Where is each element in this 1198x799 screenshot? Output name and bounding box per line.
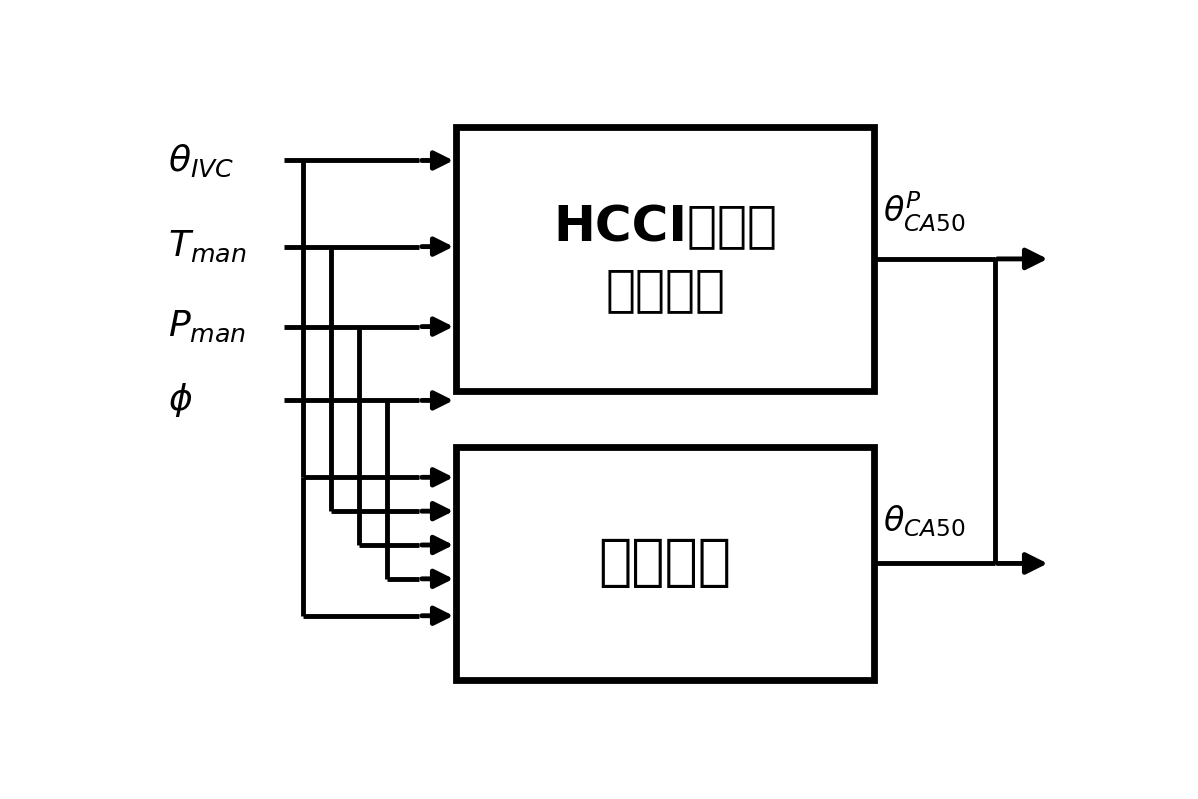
Bar: [456, 127, 875, 392]
Text: $\theta^P_{CA50}$: $\theta^P_{CA50}$: [883, 190, 966, 234]
Text: $P_{man}$: $P_{man}$: [168, 309, 247, 344]
Text: HCCI发动机
线性模型: HCCI发动机 线性模型: [553, 203, 778, 315]
Text: $\theta_{CA50}$: $\theta_{CA50}$: [883, 503, 966, 539]
Text: $T_{man}$: $T_{man}$: [168, 229, 247, 264]
Text: $\theta_{IVC}$: $\theta_{IVC}$: [168, 142, 235, 179]
Text: $\phi$: $\phi$: [168, 381, 193, 419]
Bar: [456, 447, 875, 681]
Text: 黑箱模型: 黑箱模型: [599, 536, 732, 590]
